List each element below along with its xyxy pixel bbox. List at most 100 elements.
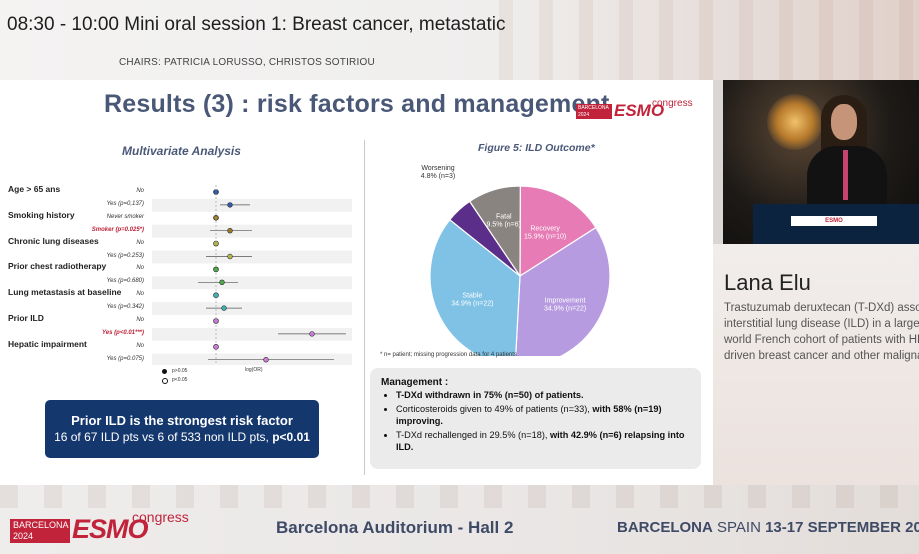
session-title: 08:30 - 10:00 Mini oral session 1: Breas… <box>7 14 506 35</box>
esmo-congress-logo: BARCELONA 2024 ESMO congress <box>576 98 693 124</box>
city-name: BARCELONA <box>617 519 713 536</box>
risk-factor-name: Prior ILD <box>8 313 44 323</box>
pie-slice-value-label: 34.9% (n=22) <box>451 300 493 307</box>
pie-slice-name-label: Fatal <box>496 214 512 221</box>
forest-row-band <box>152 250 352 264</box>
management-item-emphasis: with 58% (n=19) improving. <box>396 403 662 427</box>
risk-factor-level: Yes (p=0.342) <box>106 304 144 311</box>
session-header: 08:30 - 10:00 Mini oral session 1: Breas… <box>0 0 919 80</box>
footer-logo-suffix: congress <box>132 509 189 525</box>
logo-mark: ESMO <box>614 101 665 120</box>
risk-factor-level: Never smoker <box>106 213 144 220</box>
risk-factor-name: Prior chest radiotherapy <box>8 261 107 272</box>
pie-slice-stable <box>429 218 521 356</box>
pie-slice-value-label: 15.9% (n=10) <box>524 233 566 240</box>
management-item-emphasis: with 42.9% (n=6) relapsing into ILD. <box>396 429 685 453</box>
forest-row-band <box>152 276 352 290</box>
risk-factor-level: No <box>136 265 144 272</box>
key-message-box: Prior ILD is the strongest risk factor 1… <box>45 400 319 458</box>
pie-slice-value-label: 4.8% (n=3) <box>421 173 455 180</box>
forest-estimate-point <box>219 279 225 286</box>
risk-factor-level: Yes (p=0,137) <box>106 200 144 207</box>
management-list: T-DXd withdrawn in 75% (n=50) of patient… <box>380 389 696 455</box>
speaker-video: ESMO <box>723 80 919 244</box>
risk-factor-level: Yes (p=0.680) <box>106 278 144 285</box>
footer-logo-mark: ESMO <box>72 514 149 544</box>
footer-bar <box>0 485 919 554</box>
pie-slice-name-label: Improvement <box>545 297 586 304</box>
risk-factor-level: Yes (p=0.253) <box>106 252 144 259</box>
risk-factor-name: Age > 65 ans <box>8 184 61 194</box>
pie-slice-fatal <box>468 185 521 278</box>
management-box: Management : T-DXd withdrawn in 75% (n=5… <box>370 368 701 469</box>
logo-suffix: congress <box>652 98 693 109</box>
multivariate-title: Multivariate Analysis <box>122 144 241 158</box>
key-message-pvalue: p<0.01 <box>272 430 310 444</box>
forest-estimate-point <box>227 227 233 234</box>
forest-estimate-point <box>263 357 269 363</box>
forest-estimate-point <box>227 202 233 208</box>
slide-title: Results (3) : risk factors and managemen… <box>104 90 610 118</box>
presentation-slide: Results (3) : risk factors and managemen… <box>0 80 713 485</box>
column-divider <box>364 140 365 475</box>
pie-slice-improvement <box>515 226 611 356</box>
management-item: T-DXd withdrawn in 75% (n=50) of patient… <box>396 389 696 402</box>
management-item-emphasis: T-DXd withdrawn in 75% (n=50) of patient… <box>396 390 584 400</box>
pie-slice-value-label: 34.9% (n=22) <box>544 305 586 312</box>
legend-label: p>0.05 <box>172 368 188 374</box>
pie-slice-value-label: 9.5% (n=6) <box>487 222 521 229</box>
management-item: Corticosteroids given to 49% of patients… <box>396 403 696 428</box>
risk-factor-level: Yes (p<0.01***) <box>102 329 144 336</box>
venue-label: Barcelona Auditorium - Hall 2 <box>276 518 514 537</box>
city-dates-label: BARCELONA SPAIN 13-17 SEPTEMBER 2024 <box>617 519 919 536</box>
management-item: T-DXd rechallenged in 29.5% (n=18), with… <box>396 429 696 454</box>
footer-decoration <box>0 485 919 508</box>
risk-factor-level: No <box>136 239 144 246</box>
legend-marker-icon <box>162 378 168 384</box>
forest-estimate-point <box>309 331 315 337</box>
background-lamp <box>767 94 823 150</box>
country-name: SPAIN <box>712 519 766 536</box>
forest-estimate-point <box>227 253 233 260</box>
risk-factor-level: Smoker (p=0.025*) <box>91 226 144 233</box>
management-item-text: T-DXd rechallenged in 29.5% (n=18), <box>396 429 550 440</box>
risk-factor-level: No <box>136 342 144 349</box>
pie-slice-name-label: Stable <box>462 292 482 299</box>
risk-factor-level: No <box>136 291 144 298</box>
speaker-face <box>831 104 857 140</box>
pie-slice-name-label: Recovery <box>530 225 560 232</box>
podium: ESMO <box>753 204 919 244</box>
pie-slice-recovery <box>519 185 597 278</box>
risk-factor-level: No <box>136 317 144 323</box>
session-chairs: CHAIRS: PATRICIA LORUSSO, CHRISTOS SOTIR… <box>119 57 375 68</box>
forest-axis-label: log(OR) <box>245 367 263 373</box>
key-message-plain: 16 of 67 ILD pts vs 6 of 533 non ILD pts… <box>54 430 273 444</box>
legend-label: p<0.05 <box>172 377 188 383</box>
risk-factor-level: No <box>136 188 144 194</box>
forest-legend-item: p<0.05 <box>162 376 187 385</box>
forest-row-band <box>152 224 352 238</box>
footer-logo-year: BARCELONA 2024 <box>10 519 70 543</box>
forest-row-band <box>152 198 352 212</box>
talk-title: Trastuzumab deruxtecan (T-DXd) associate… <box>724 302 919 362</box>
management-heading: Management : <box>381 377 449 388</box>
forest-estimate-point <box>221 305 227 311</box>
forest-plot <box>152 185 352 365</box>
risk-factor-name: Lung metastasis at baseline <box>8 287 122 298</box>
speaker-lanyard <box>843 150 848 200</box>
risk-factor-name: Hepatic impairment <box>8 338 87 349</box>
event-dates: 13-17 SEPTEMBER 2024 <box>765 519 919 536</box>
header-decoration <box>499 0 919 80</box>
speaker-info-panel: Lana Elu Trastuzumab deruxtecan (T-DXd) … <box>713 244 919 485</box>
speaker-name: Lana Elu <box>724 270 811 295</box>
pie-chart-title: Figure 5: ILD Outcome* <box>478 142 595 154</box>
logo-year: BARCELONA 2024 <box>576 104 612 119</box>
risk-factor-level: Yes (p=0.075) <box>106 355 144 362</box>
risk-factor-name: Chronic lung diseases <box>8 235 99 246</box>
legend-marker-icon <box>162 369 167 374</box>
forest-plot-legend: p>0.05 p<0.05 <box>162 367 187 385</box>
risk-factor-name: Smoking history <box>8 209 75 220</box>
pie-slice-name-label: Worsening <box>421 165 454 172</box>
footer-esmo-logo: BARCELONA 2024 ESMO congress <box>10 509 189 544</box>
